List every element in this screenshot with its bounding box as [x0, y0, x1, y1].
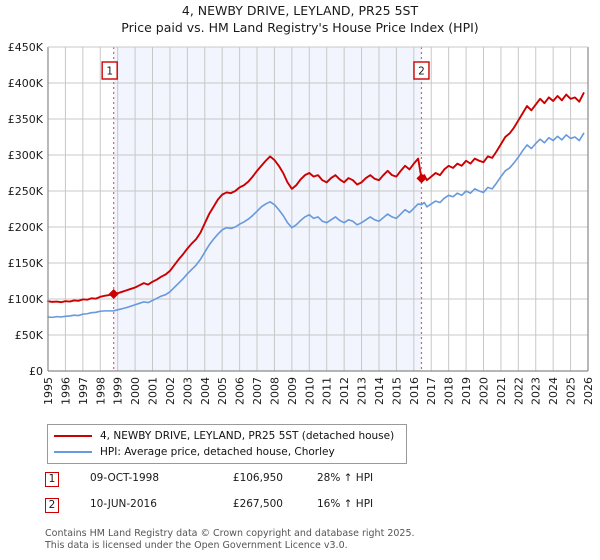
x-axis-tick-label: 2017: [425, 377, 438, 405]
x-axis-tick-label: 2026: [582, 377, 595, 405]
chart-svg: £0 £50K £100K £150K £200K £250K £300K £350K £400…: [8, 41, 595, 405]
x-axis-tick-label: 2021: [495, 377, 508, 405]
sale-point-diamond: [108, 288, 119, 299]
x-axis-tick-label: 2007: [251, 377, 264, 405]
x-axis-tick-label: 2009: [286, 377, 299, 405]
x-axis-tick-label: 2005: [216, 377, 229, 405]
y-axis-tick-label: £350K: [8, 113, 44, 126]
footer-line-licence: This data is licensed under the Open Gov…: [45, 539, 348, 551]
y-axis-tick-label: £200K: [8, 221, 44, 234]
y-axis-tick-label: £100K: [8, 293, 44, 306]
x-axis-tick-label: 1995: [42, 377, 55, 405]
x-axis-tick-label: 2025: [565, 377, 578, 405]
y-axis-tick-label: £50K: [15, 329, 44, 342]
x-axis-tick-label: 1997: [77, 377, 90, 405]
legend-label-property: 4, NEWBY DRIVE, LEYLAND, PR25 5ST (detac…: [100, 430, 395, 442]
sale-date-2: 10-JUN-2016: [90, 498, 157, 510]
x-axis-tick-label: 2023: [530, 377, 543, 405]
x-axis-tick-label: 2024: [547, 377, 560, 405]
x-axis-tick-label: 2013: [356, 377, 369, 405]
marker-label-box: [101, 61, 118, 80]
x-axis-tick-label: 2019: [460, 377, 473, 405]
table-row: 1 09-OCT-1998 £106,950 28% ↑ HPI: [45, 470, 465, 496]
marker-label-text: 1: [106, 66, 113, 78]
x-axis-tick-label: 2014: [373, 377, 386, 405]
y-axis-tick-label: £400K: [8, 77, 44, 90]
chart-legend: 4, NEWBY DRIVE, LEYLAND, PR25 5ST (detac…: [47, 424, 407, 464]
x-axis-tick-label: 2001: [147, 377, 160, 405]
legend-label-hpi: HPI: Average price, detached house, Chor…: [100, 446, 335, 458]
x-axis-tick-label: 2002: [164, 377, 177, 405]
sales-table: 1 09-OCT-1998 £106,950 28% ↑ HPI 2 10-JU…: [45, 470, 465, 522]
sale-price-2: £267,500: [232, 498, 283, 510]
y-axis-tick-label: £250K: [8, 185, 44, 198]
x-axis-tick-label: 2020: [477, 377, 490, 405]
sale-hpi-delta-2: 16% ↑ HPI: [317, 498, 374, 510]
sale-point-diamond: [416, 173, 427, 184]
sale-hpi-delta-1: 28% ↑ HPI: [317, 472, 374, 484]
x-axis-tick-label: 1996: [59, 377, 72, 405]
x-axis-tick-label: 1999: [112, 377, 125, 405]
table-row: 2 10-JUN-2016 £267,500 16% ↑ HPI: [45, 496, 465, 522]
title-address: 4, NEWBY DRIVE, LEYLAND, PR25 5ST: [181, 3, 419, 18]
x-axis-tick-label: 2012: [338, 377, 351, 405]
sale-marker-number-2: 2: [45, 498, 59, 513]
footer-attribution: Contains HM Land Registry data © Crown c…: [45, 528, 585, 551]
x-axis-tick-label: 2003: [181, 377, 194, 405]
x-axis-tick-label: 2015: [390, 377, 403, 405]
x-axis-tick-label: 2006: [234, 377, 247, 405]
legend-item-hpi: HPI: Average price, detached house, Chor…: [54, 444, 400, 460]
sale-price-1: £106,950: [232, 472, 283, 484]
y-axis-tick-label: £0: [29, 365, 43, 378]
y-axis-tick-label: £450K: [8, 41, 44, 54]
highlight-band: [113, 47, 422, 371]
x-axis-tick-label: 2000: [129, 377, 142, 405]
x-axis-tick-label: 2010: [303, 377, 316, 405]
sale-marker-number-1: 1: [45, 472, 59, 487]
x-axis-tick-label: 2004: [199, 377, 212, 405]
marker-label-box: [413, 61, 430, 80]
x-axis-tick-label: 2011: [321, 377, 334, 405]
title-subtitle: Price paid vs. HM Land Registry's House …: [121, 20, 479, 35]
x-axis-tick-label: 1998: [94, 377, 107, 405]
price-history-chart: £0 £50K £100K £150K £200K £250K £300K £350K £400…: [8, 41, 595, 405]
x-axis-tick-label: 2016: [408, 377, 421, 405]
y-axis-tick-label: £300K: [8, 149, 44, 162]
x-axis-tick-label: 2008: [268, 377, 281, 405]
legend-line-swatch-blue: [54, 451, 92, 453]
legend-item-property: 4, NEWBY DRIVE, LEYLAND, PR25 5ST (detac…: [54, 428, 400, 444]
sale-date-1: 09-OCT-1998: [90, 472, 159, 484]
x-axis-tick-label: 2018: [443, 377, 456, 405]
y-axis-tick-label: £150K: [8, 257, 44, 270]
page-title: 4, NEWBY DRIVE, LEYLAND, PR25 5ST Price …: [0, 2, 600, 36]
series-line-property: [47, 92, 585, 304]
footer-line-copyright: Contains HM Land Registry data © Crown c…: [45, 528, 415, 539]
marker-label-text: 2: [418, 66, 425, 78]
legend-line-swatch-red: [54, 435, 92, 437]
x-axis-tick-label: 2022: [512, 377, 525, 405]
series-line-hpi: [47, 132, 585, 319]
